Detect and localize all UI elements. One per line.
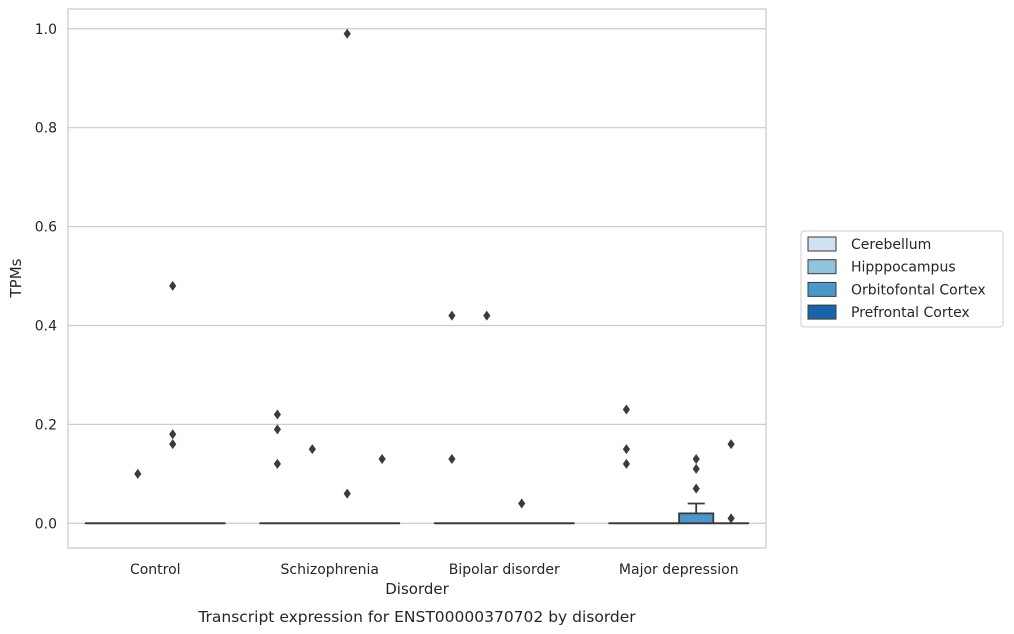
legend-label: Orbitofontal Cortex — [851, 282, 986, 298]
box-plot-marks — [84, 28, 750, 525]
legend-label: Cerebellum — [851, 237, 931, 253]
box-orbitofontal-cortex — [678, 453, 715, 525]
box-orbitofontal-cortex — [329, 28, 366, 525]
outlier-point — [622, 458, 630, 469]
outlier-point — [308, 444, 316, 455]
legend: Cerebellum Hipppocampus Orbitofontal Corte… — [800, 230, 1004, 328]
outlier-point — [134, 468, 142, 479]
y-tick-label: 1.0 — [35, 22, 57, 38]
legend-label: Hipppocampus — [851, 260, 956, 276]
outlier-point — [448, 310, 456, 321]
legend-swatch — [807, 259, 837, 275]
y-axis-label: TPMs — [7, 258, 25, 298]
outlier-point — [483, 310, 491, 321]
outlier-point — [692, 483, 700, 494]
outlier-point — [273, 458, 281, 469]
x-tick-label: Schizophrenia — [281, 562, 379, 578]
legend-swatch — [807, 304, 837, 320]
outlier-point — [692, 453, 700, 464]
outlier-point — [727, 513, 735, 524]
chart-title: Transcript expression for ENST0000037070… — [197, 608, 636, 626]
y-tick-label: 0.4 — [35, 318, 57, 334]
legend-frame — [800, 230, 1004, 328]
y-tick-label: 0.8 — [35, 121, 57, 137]
box-cerebellum — [433, 310, 470, 525]
box-orbitofontal-cortex — [503, 498, 540, 525]
x-tick-label: Control — [130, 562, 181, 578]
outlier-point — [169, 439, 177, 450]
box-hipppocampus — [294, 444, 331, 525]
outlier-point — [692, 463, 700, 474]
x-axis-ticks: Control Schizophrenia Bipolar disorder Majo… — [130, 562, 739, 578]
box-hipppocampus — [468, 310, 505, 525]
outlier-point — [622, 404, 630, 415]
box-orbitofontal-cortex — [154, 280, 191, 525]
legend-swatch — [807, 236, 837, 252]
outlier-point — [169, 280, 177, 291]
outlier-point — [378, 453, 386, 464]
outlier-point — [622, 444, 630, 455]
y-axis-ticks: 0.0 0.2 0.4 0.6 0.8 1.0 — [35, 22, 57, 532]
box-hipppocampus — [119, 468, 156, 525]
box-cerebellum — [608, 404, 645, 525]
plot-frame — [67, 8, 767, 549]
legend-swatch — [807, 281, 837, 297]
x-tick-label: Major depression — [619, 562, 739, 578]
box-body — [678, 512, 715, 525]
y-tick-label: 0.2 — [35, 417, 57, 433]
outlier-point — [727, 439, 735, 450]
outlier-point — [169, 429, 177, 440]
box-prefrontal-cortex — [364, 453, 401, 525]
box-cerebellum — [259, 409, 296, 525]
legend-label: Prefrontal Cortex — [851, 305, 970, 321]
y-tick-label: 0.0 — [35, 516, 57, 532]
outlier-point — [273, 409, 281, 420]
outlier-point — [343, 488, 351, 499]
y-tick-label: 0.6 — [35, 220, 57, 236]
x-axis-label: Disorder — [385, 580, 449, 598]
outlier-point — [518, 498, 526, 509]
outlier-point — [343, 28, 351, 39]
x-tick-label: Bipolar disorder — [449, 562, 560, 578]
outlier-point — [273, 424, 281, 435]
outlier-point — [448, 453, 456, 464]
box-prefrontal-cortex — [713, 439, 750, 525]
